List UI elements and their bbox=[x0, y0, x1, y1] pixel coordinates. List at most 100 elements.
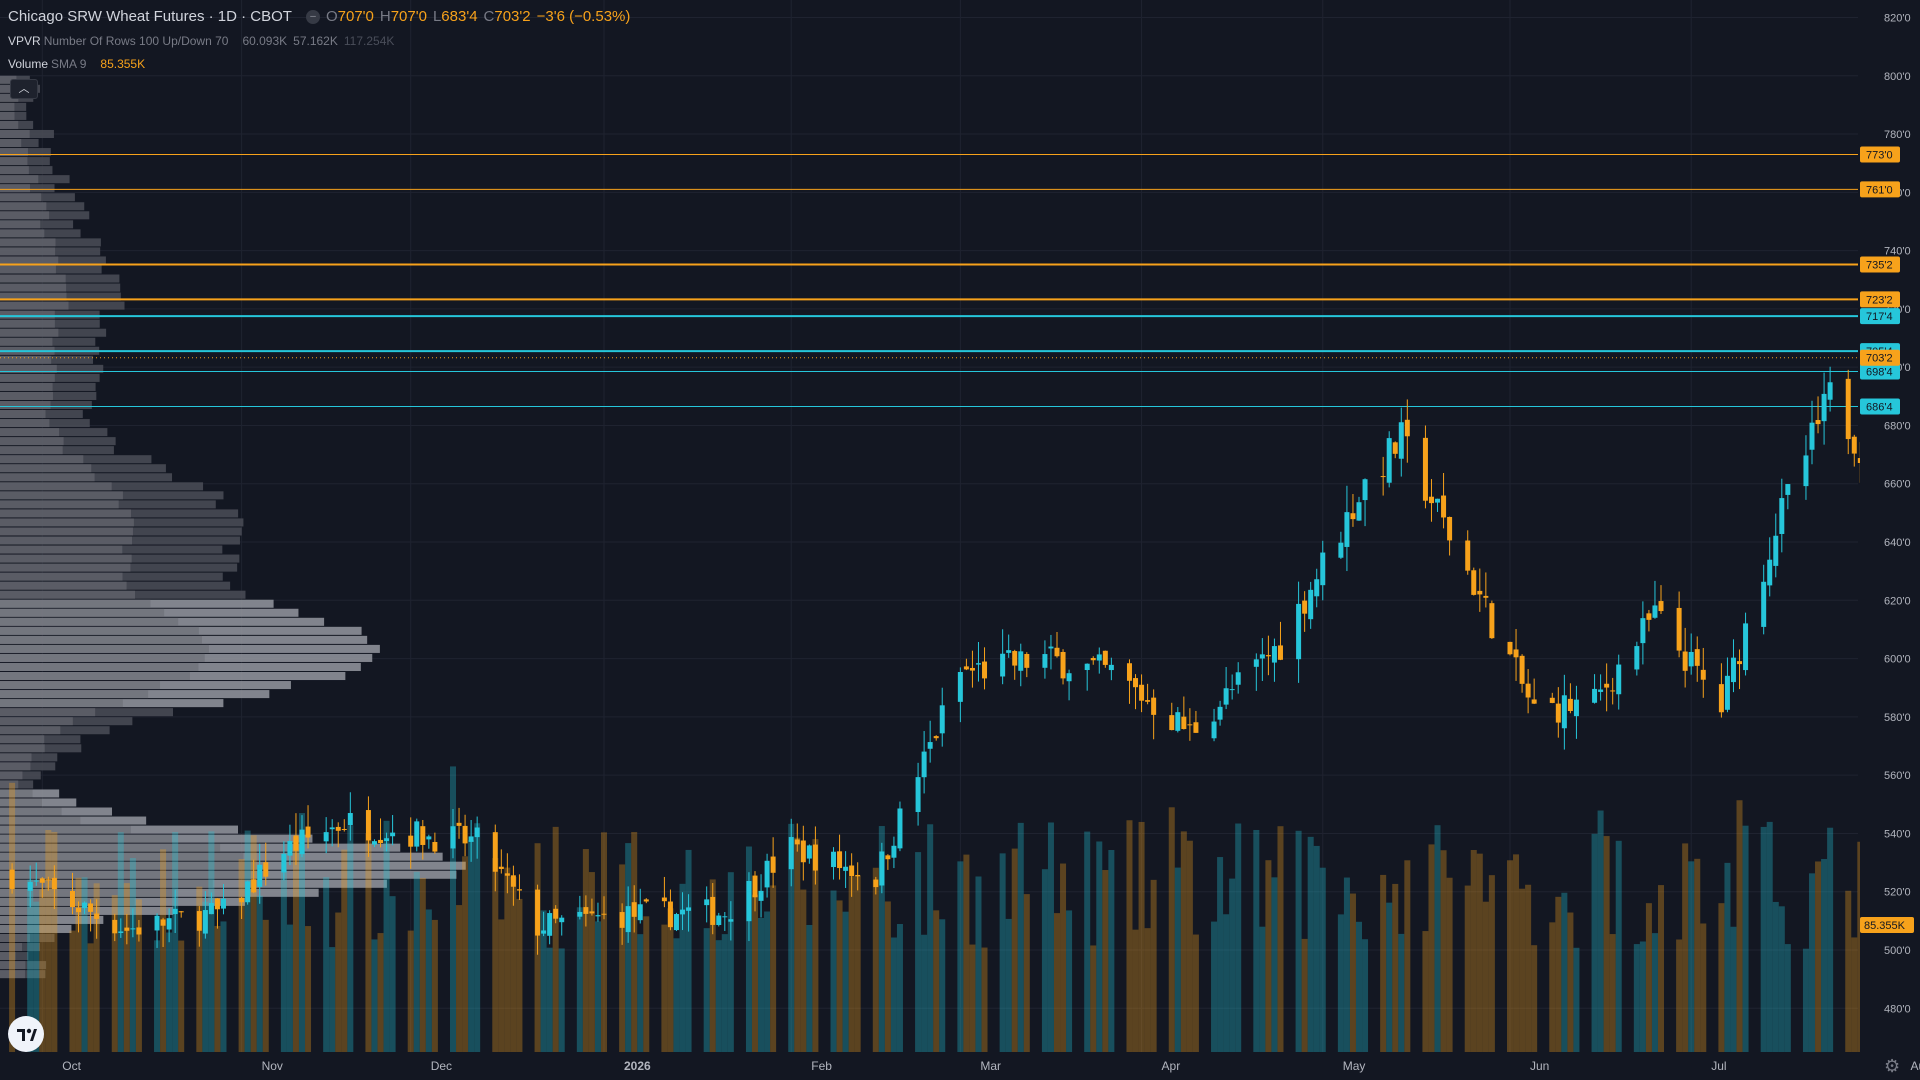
profile-row-up bbox=[0, 897, 135, 906]
volume-bar bbox=[1180, 831, 1187, 1052]
symbol-legend[interactable]: Chicago SRW Wheat Futures · 1D · CBOT – O7… bbox=[8, 8, 636, 25]
status-dot-icon: – bbox=[305, 10, 320, 25]
volume-bar bbox=[709, 879, 716, 1052]
candle-body bbox=[806, 845, 812, 859]
current-price-label: 703'2 bbox=[1866, 353, 1893, 365]
candle-body bbox=[9, 869, 15, 889]
volume-bar bbox=[939, 919, 946, 1052]
profile-row-up bbox=[0, 400, 51, 410]
candle-body bbox=[1773, 535, 1779, 566]
vpvr-name[interactable]: VPVR bbox=[8, 34, 41, 48]
candle-body bbox=[601, 913, 607, 915]
candle-body bbox=[891, 845, 897, 858]
candle-body bbox=[710, 896, 716, 925]
price-tick-label: 520'0 bbox=[1884, 887, 1911, 899]
tradingview-logo[interactable] bbox=[8, 1016, 44, 1052]
candle-body bbox=[716, 915, 722, 925]
volume-name[interactable]: Volume bbox=[8, 57, 49, 71]
volume-bar bbox=[1102, 870, 1109, 1052]
candle-body bbox=[1507, 641, 1513, 655]
profile-row-up bbox=[0, 301, 69, 310]
price-tick-label: 560'0 bbox=[1884, 770, 1911, 782]
profile-row-up bbox=[0, 428, 60, 437]
candle-body bbox=[1489, 603, 1495, 639]
settings-gear-icon[interactable]: ⚙ bbox=[1884, 1056, 1901, 1076]
volume-bar bbox=[752, 894, 758, 1052]
candle-body bbox=[758, 890, 764, 901]
candle-body bbox=[631, 902, 637, 917]
candle-body bbox=[214, 898, 220, 910]
candle-body bbox=[1513, 649, 1519, 658]
volume-bar bbox=[546, 947, 553, 1052]
volume-bar bbox=[594, 921, 601, 1052]
candle-body bbox=[1610, 690, 1616, 692]
candle-body bbox=[172, 908, 178, 915]
volume-bar bbox=[1809, 873, 1815, 1052]
profile-row-up bbox=[0, 75, 17, 84]
candle-body bbox=[1398, 422, 1404, 459]
candle-body bbox=[1555, 703, 1561, 723]
candle-body bbox=[1308, 589, 1314, 620]
time-tick-label: Oct bbox=[62, 1059, 81, 1073]
volume-bar bbox=[1591, 833, 1598, 1052]
profile-row-up bbox=[0, 518, 134, 527]
volume-bar bbox=[492, 858, 499, 1052]
candle-body bbox=[800, 840, 806, 863]
candle-body bbox=[1253, 659, 1259, 667]
volume-bar bbox=[1597, 810, 1604, 1052]
profile-row-up bbox=[0, 861, 257, 870]
candle-body bbox=[770, 856, 776, 873]
candle-body bbox=[837, 851, 843, 869]
time-axis[interactable]: OctNovDec2026FebMarAprMayJunJulAugSepOct bbox=[0, 1052, 1920, 1080]
profile-row-up bbox=[0, 581, 127, 590]
volume-bar bbox=[341, 849, 348, 1052]
candle-body bbox=[1018, 651, 1024, 671]
profile-row-up bbox=[0, 924, 40, 933]
volume-bar bbox=[619, 864, 626, 1052]
candle-body bbox=[1223, 688, 1229, 705]
volume-bar bbox=[123, 883, 130, 1052]
profile-row-up bbox=[0, 455, 84, 464]
candle-body bbox=[1422, 437, 1428, 501]
volume-bar bbox=[558, 948, 565, 1052]
volume-bar bbox=[758, 917, 765, 1052]
candle-body bbox=[1428, 496, 1434, 504]
profile-row-up bbox=[0, 798, 42, 807]
volume-params: SMA 9 bbox=[51, 57, 87, 71]
profile-row-up bbox=[0, 473, 95, 482]
candle-body bbox=[504, 873, 510, 876]
level-price-tag bbox=[1860, 181, 1900, 198]
volume-bar bbox=[1778, 906, 1785, 1052]
volume-bar bbox=[625, 843, 632, 1052]
volume-bar bbox=[800, 889, 807, 1052]
candle-body bbox=[474, 827, 480, 838]
candle-body bbox=[1724, 675, 1730, 710]
symbol-title[interactable]: Chicago SRW Wheat Futures · 1D · CBOT bbox=[8, 8, 292, 25]
volume-bar bbox=[1096, 841, 1103, 1052]
time-tick-label: Jul bbox=[1711, 1059, 1726, 1073]
candle-body bbox=[927, 742, 933, 749]
candle-body bbox=[794, 839, 800, 845]
volume-bar bbox=[1422, 931, 1429, 1052]
collapse-legend-button[interactable]: ︿ bbox=[10, 79, 38, 99]
volume-bar bbox=[456, 905, 463, 1052]
candle-body bbox=[450, 826, 456, 849]
candle-body bbox=[1598, 689, 1604, 692]
candle-body bbox=[378, 839, 384, 844]
price-axis[interactable]: 820'0800'0780'0760'0740'0720'0700'0680'0… bbox=[1860, 0, 1920, 1080]
candle-body bbox=[1743, 623, 1749, 671]
vpvr-legend[interactable]: VPVR Number Of Rows 100 Up/Down 70 60.093K… bbox=[8, 34, 400, 48]
volume-legend[interactable]: Volume SMA 9 85.355K bbox=[8, 57, 151, 71]
volume-bar bbox=[1815, 861, 1822, 1052]
candle-body bbox=[1676, 607, 1682, 651]
candle-body bbox=[94, 913, 100, 919]
candle-body bbox=[1815, 420, 1821, 425]
volume-bar bbox=[1011, 848, 1018, 1052]
candle-body bbox=[1060, 651, 1066, 679]
volume-bar bbox=[1821, 859, 1828, 1052]
candle-body bbox=[680, 909, 686, 915]
volume-bar bbox=[431, 919, 438, 1052]
candle-body bbox=[257, 864, 263, 887]
volume-bar bbox=[1386, 902, 1393, 1052]
